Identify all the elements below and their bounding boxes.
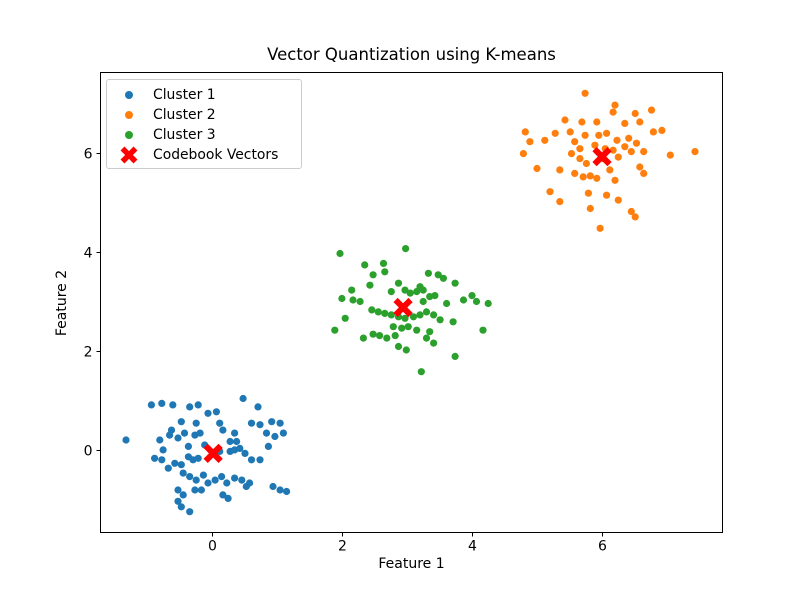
legend-item-cluster-3: Cluster 3 (113, 125, 301, 145)
cluster-3-dot-icon (113, 131, 145, 139)
svg-text:4: 4 (468, 539, 477, 555)
legend-item-codebook-vectors: Codebook Vectors (113, 145, 301, 165)
y-axis-label: Feature 2 (54, 269, 70, 337)
svg-text:4: 4 (84, 246, 93, 262)
legend-label: Cluster 1 (153, 87, 216, 103)
cluster-1-dot-icon (113, 91, 145, 99)
svg-text:2: 2 (338, 539, 347, 555)
svg-text:6: 6 (598, 539, 607, 555)
chart-title: Vector Quantization using K-means (267, 45, 556, 64)
svg-text:0: 0 (84, 444, 93, 460)
codebook-x-icon (113, 146, 145, 164)
svg-text:6: 6 (84, 147, 93, 163)
x-axis-label: Feature 1 (378, 556, 445, 572)
legend-item-cluster-2: Cluster 2 (113, 105, 301, 125)
svg-text:0: 0 (208, 539, 217, 555)
legend: Cluster 1 Cluster 2 Cluster 3 Codebook V… (106, 79, 302, 169)
svg-text:2: 2 (84, 345, 93, 361)
legend-label: Codebook Vectors (153, 147, 279, 163)
cluster-2-dot-icon (113, 111, 145, 119)
legend-label: Cluster 2 (153, 107, 216, 123)
legend-item-cluster-1: Cluster 1 (113, 85, 301, 105)
legend-label: Cluster 3 (153, 127, 216, 143)
